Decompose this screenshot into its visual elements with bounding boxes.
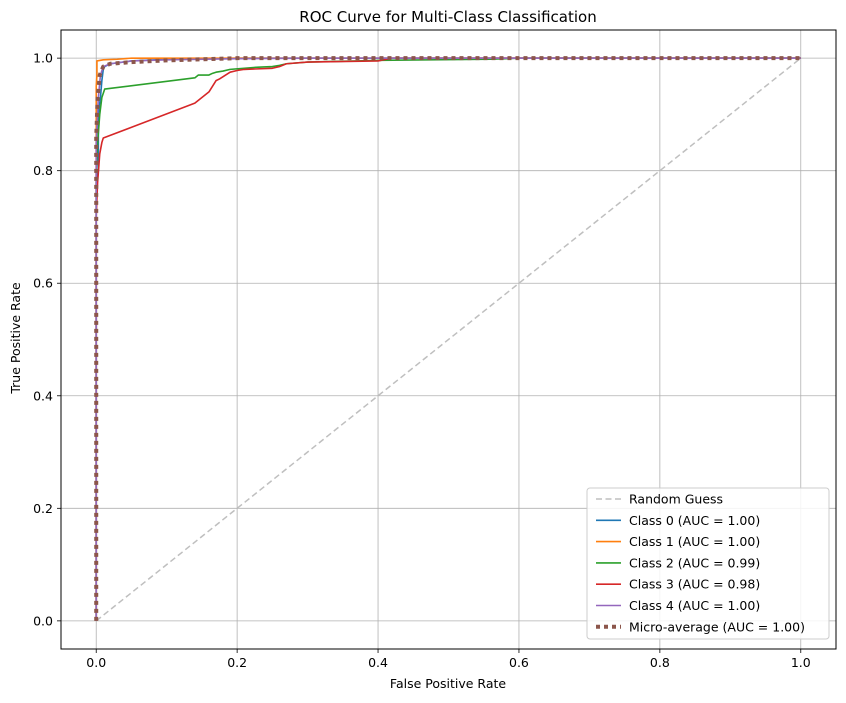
y-tick-label: 0.8 xyxy=(33,163,53,178)
tick-layer: 0.0 0.2 0.4 0.6 0.8 1.0 0.0 0.2 0.4 0.6 0.8 1.0 xyxy=(33,51,811,670)
plot-frame xyxy=(60,29,837,650)
series-layer xyxy=(94,56,802,622)
y-tick-label: 0.4 xyxy=(33,388,53,403)
legend-label-6: Micro-average (AUC = 1.00) xyxy=(629,619,805,634)
legend-box xyxy=(586,487,830,640)
legend-label-1: Class 0 (AUC = 1.00) xyxy=(629,513,760,528)
series-line-6 xyxy=(94,56,801,621)
series-line-4 xyxy=(95,57,801,621)
chart-title: ROC Curve for Multi-Class Classification xyxy=(299,8,596,26)
x-axis-title: False Positive Rate xyxy=(390,676,506,691)
y-tick-label: 1.0 xyxy=(33,51,53,66)
x-tick-label: 0.2 xyxy=(227,655,247,670)
legend-label-5: Class 4 (AUC = 1.00) xyxy=(629,598,760,613)
x-tick-label: 0.4 xyxy=(368,655,388,670)
y-tick-label: 0.0 xyxy=(33,613,53,628)
series-line-0 xyxy=(95,57,802,622)
legend: Random Guess Class 0 (AUC = 1.00) Class 1 … xyxy=(586,487,830,640)
legend-label-2: Class 1 (AUC = 1.00) xyxy=(629,534,760,549)
series-line-2 xyxy=(95,57,801,621)
x-tick-label: 0.8 xyxy=(650,655,670,670)
x-tick-label: 0.0 xyxy=(86,655,106,670)
legend-label-0: Random Guess xyxy=(629,492,723,507)
y-tick-label: 0.6 xyxy=(33,276,53,291)
legend-label-4: Class 3 (AUC = 0.98) xyxy=(629,577,760,592)
legend-label-3: Class 2 (AUC = 0.99) xyxy=(629,555,760,570)
x-tick-label: 1.0 xyxy=(791,655,811,670)
y-axis-title: True Positive Rate xyxy=(8,282,23,395)
x-tick-label: 0.6 xyxy=(509,655,529,670)
y-tick-label: 0.2 xyxy=(33,501,53,516)
